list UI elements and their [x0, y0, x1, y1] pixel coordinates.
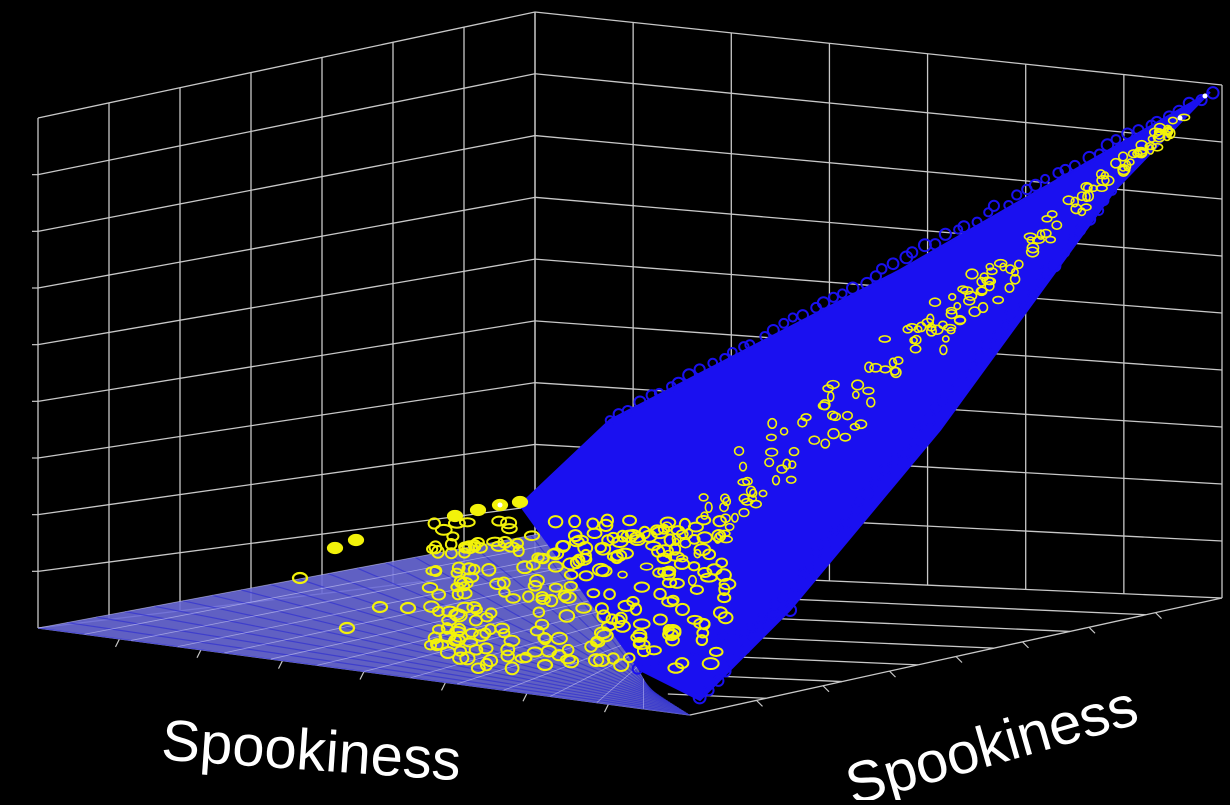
tick-mark	[197, 650, 201, 658]
yellow-point	[492, 517, 506, 526]
tick-mark	[523, 693, 527, 701]
grid-line	[38, 197, 535, 288]
tick-mark	[605, 704, 609, 712]
tick-mark	[890, 671, 896, 677]
grid-line	[38, 444, 535, 514]
yellow-point	[328, 543, 342, 553]
floor-grid-line	[668, 694, 766, 698]
yellow-point	[471, 505, 485, 515]
grid-line	[38, 12, 535, 118]
blue-point	[1112, 135, 1121, 144]
tick-mark	[757, 700, 763, 706]
grid-line	[38, 383, 535, 458]
blue-point	[779, 319, 788, 328]
tick-mark	[823, 686, 829, 692]
tick-mark	[1023, 642, 1029, 648]
grid-line	[535, 74, 1222, 142]
tick-mark	[1089, 627, 1095, 633]
yellow-point	[513, 497, 527, 507]
blue-point	[797, 310, 808, 321]
highlight-point	[1203, 94, 1208, 99]
blue-point	[888, 258, 899, 269]
grid-line	[38, 74, 535, 175]
yellow-point	[501, 517, 516, 528]
tick-mark	[1156, 613, 1162, 619]
grid-line	[38, 321, 535, 401]
yellow-point	[448, 511, 462, 521]
tick-mark	[956, 657, 962, 663]
tick-mark	[360, 672, 364, 680]
blue-point	[989, 201, 999, 211]
blue-point	[789, 313, 797, 321]
blue-point	[940, 229, 951, 240]
highlight-point	[1178, 116, 1183, 121]
rising-sheet	[520, 92, 1210, 700]
blue-point	[1041, 175, 1049, 183]
highlight-point	[498, 503, 503, 508]
blue-point	[838, 289, 847, 298]
blue-point	[877, 264, 886, 273]
grid-line	[38, 136, 535, 232]
blue-point	[768, 325, 779, 336]
blue-point	[818, 297, 829, 308]
yellow-point	[349, 535, 363, 545]
grid-line	[535, 12, 1222, 85]
blue-point	[1012, 190, 1021, 199]
tick-mark	[279, 661, 283, 669]
blue-point	[728, 348, 737, 357]
yellow-point	[436, 525, 452, 535]
grid-line	[38, 259, 535, 345]
x-axis-label: Spookiness	[160, 708, 464, 794]
blue-point	[829, 293, 838, 302]
y-axis-label: Spookiness	[838, 673, 1144, 800]
tick-mark	[116, 639, 120, 647]
tick-mark	[442, 682, 446, 690]
grid-line	[535, 197, 1222, 256]
